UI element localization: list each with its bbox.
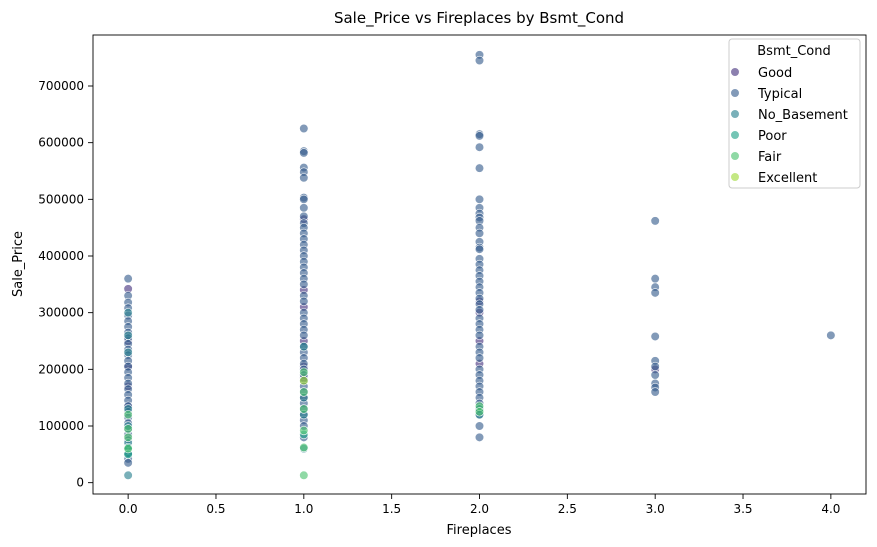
x-tick-label: 3.0: [646, 502, 665, 516]
legend-marker: [730, 67, 740, 77]
points-layer: [123, 50, 836, 480]
data-point: [123, 274, 133, 284]
legend-entries: Good Typical No_Basement Poor Fair Excellent: [730, 66, 848, 186]
y-tick-label: 100000: [38, 419, 84, 433]
data-point: [123, 308, 133, 318]
data-point: [474, 131, 485, 141]
data-point: [299, 425, 309, 436]
data-point: [123, 424, 133, 434]
data-point: [650, 370, 660, 380]
x-tick-label: 1.5: [382, 502, 401, 516]
data-point: [299, 123, 309, 134]
data-point: [123, 470, 133, 480]
legend-marker: [730, 109, 740, 119]
y-tick-label: 200000: [38, 362, 84, 376]
data-point: [123, 347, 133, 357]
data-point: [123, 432, 133, 442]
legend-label: Poor: [758, 129, 787, 144]
data-point: [826, 330, 836, 340]
data-point: [474, 407, 485, 417]
data-point: [474, 163, 485, 173]
data-point: [474, 194, 485, 204]
legend-label: Good: [758, 66, 792, 81]
data-point: [299, 342, 309, 352]
y-tick-label: 300000: [38, 306, 84, 320]
legend-marker: [730, 130, 740, 140]
y-axis-label: Sale_Price: [11, 231, 26, 297]
y-axis: 0 100000 200000 300000 400000 500000 600000 700…: [38, 79, 93, 490]
data-point: [299, 148, 309, 158]
data-point: [650, 331, 660, 342]
y-tick-label: 0: [76, 476, 84, 490]
data-point: [299, 404, 309, 414]
data-point: [299, 442, 309, 453]
legend-label: Typical: [757, 87, 802, 102]
y-tick-label: 400000: [38, 249, 84, 263]
x-tick-label: 0.5: [206, 502, 225, 516]
legend-label: Fair: [758, 150, 782, 165]
y-tick-label: 600000: [38, 136, 84, 150]
x-tick-label: 3.5: [733, 502, 752, 516]
data-point: [474, 330, 485, 340]
data-point: [299, 387, 309, 397]
data-point: [650, 387, 660, 397]
chart-title: Sale_Price vs Fireplaces by Bsmt_Cond: [334, 9, 624, 28]
data-point: [474, 353, 485, 363]
data-point: [299, 279, 309, 289]
data-point: [650, 361, 660, 372]
data-point: [123, 410, 133, 420]
y-tick-label: 500000: [38, 192, 84, 206]
x-tick-label: 0.0: [119, 502, 138, 516]
data-point: [474, 432, 485, 442]
legend-marker: [730, 172, 740, 182]
x-axis: 0.0 0.5 1.0 1.5 2.0 2.5 3.0 3.5 4.0: [119, 494, 840, 516]
data-point: [299, 173, 309, 183]
data-point: [474, 305, 485, 315]
data-point: [474, 55, 485, 66]
y-tick-label: 700000: [38, 79, 84, 93]
legend-box: [728, 38, 861, 189]
legend-title: Bsmt_Cond: [757, 44, 830, 59]
legend-marker: [730, 151, 740, 161]
data-point: [299, 470, 309, 480]
data-point: [650, 274, 660, 284]
data-point: [123, 444, 133, 454]
data-point: [650, 288, 660, 298]
data-point: [299, 376, 309, 386]
data-point: [299, 330, 309, 340]
legend-label: Excellent: [758, 171, 817, 186]
legend: Bsmt_Cond Good Typical No_Basement Poor Fair…: [728, 38, 861, 189]
x-tick-label: 2.5: [558, 502, 577, 516]
x-axis-label: Fireplaces: [447, 523, 512, 538]
x-tick-label: 1.0: [294, 502, 313, 516]
data-point: [474, 142, 485, 152]
data-point: [474, 421, 485, 431]
data-point: [299, 203, 309, 213]
data-point: [299, 367, 309, 377]
legend-marker: [730, 88, 740, 98]
data-point: [299, 296, 309, 306]
data-point: [474, 244, 485, 254]
data-point: [474, 228, 485, 238]
data-point: [123, 330, 133, 340]
data-point: [299, 194, 309, 204]
data-point: [650, 216, 660, 226]
data-point: [123, 458, 133, 468]
legend-label: No_Basement: [758, 108, 848, 123]
x-tick-label: 2.0: [470, 502, 489, 516]
x-tick-label: 4.0: [821, 502, 840, 516]
